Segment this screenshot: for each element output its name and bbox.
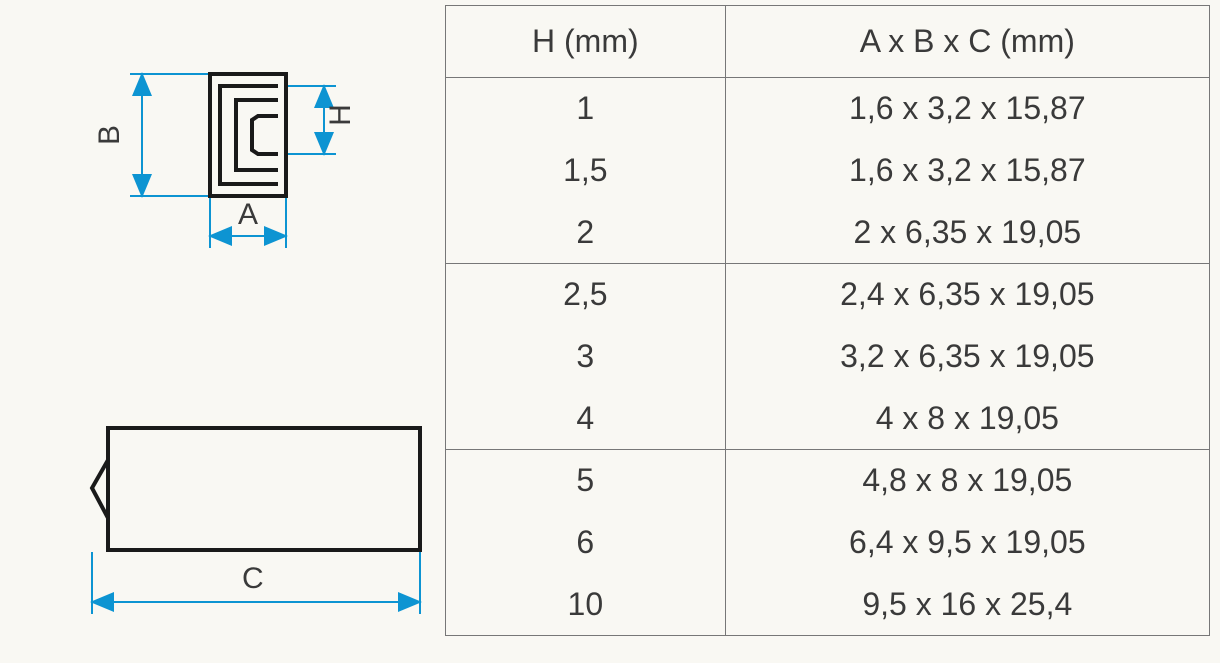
diagram-svg <box>30 20 430 640</box>
cell-abc: 2,4 x 6,35 x 19,05 <box>725 264 1209 326</box>
cell-h: 4 <box>446 388 726 450</box>
table-row: 11,6 x 3,2 x 15,87 <box>446 78 1210 140</box>
table-row: 2,52,4 x 6,35 x 19,05 <box>446 264 1210 326</box>
table-header-row: H (mm) A x B x C (mm) <box>446 6 1210 78</box>
cell-h: 1,5 <box>446 140 726 202</box>
table-row: 109,5 x 16 x 25,4 <box>446 574 1210 636</box>
label-b: B <box>93 125 127 145</box>
cell-abc: 4,8 x 8 x 19,05 <box>725 450 1209 512</box>
dimension-table: H (mm) A x B x C (mm) 11,6 x 3,2 x 15,87… <box>445 5 1210 636</box>
cell-abc: 9,5 x 16 x 25,4 <box>725 574 1209 636</box>
cell-abc: 4 x 8 x 19,05 <box>725 388 1209 450</box>
table-row: 33,2 x 6,35 x 19,05 <box>446 326 1210 388</box>
table-row: 54,8 x 8 x 19,05 <box>446 450 1210 512</box>
col-header-h: H (mm) <box>446 6 726 78</box>
col-header-abc: A x B x C (mm) <box>725 6 1209 78</box>
label-c: C <box>242 562 264 596</box>
cell-h: 3 <box>446 326 726 388</box>
table-row: 1,51,6 x 3,2 x 15,87 <box>446 140 1210 202</box>
cell-h: 2 <box>446 202 726 264</box>
cell-abc: 3,2 x 6,35 x 19,05 <box>725 326 1209 388</box>
cell-h: 2,5 <box>446 264 726 326</box>
table-row: 66,4 x 9,5 x 19,05 <box>446 512 1210 574</box>
cell-abc: 2 x 6,35 x 19,05 <box>725 202 1209 264</box>
label-a: A <box>238 198 258 232</box>
cell-abc: 1,6 x 3,2 x 15,87 <box>725 78 1209 140</box>
label-h: H <box>324 104 358 126</box>
cell-abc: 6,4 x 9,5 x 19,05 <box>725 512 1209 574</box>
cell-h: 6 <box>446 512 726 574</box>
top-view-pattern <box>220 86 278 184</box>
table: H (mm) A x B x C (mm) 11,6 x 3,2 x 15,87… <box>445 5 1210 636</box>
technical-diagram: B H A C <box>30 20 430 640</box>
side-view-body <box>92 428 420 550</box>
cell-h: 5 <box>446 450 726 512</box>
table-row: 22 x 6,35 x 19,05 <box>446 202 1210 264</box>
cell-abc: 1,6 x 3,2 x 15,87 <box>725 140 1209 202</box>
cell-h: 1 <box>446 78 726 140</box>
table-row: 44 x 8 x 19,05 <box>446 388 1210 450</box>
cell-h: 10 <box>446 574 726 636</box>
dim-b <box>130 74 208 196</box>
